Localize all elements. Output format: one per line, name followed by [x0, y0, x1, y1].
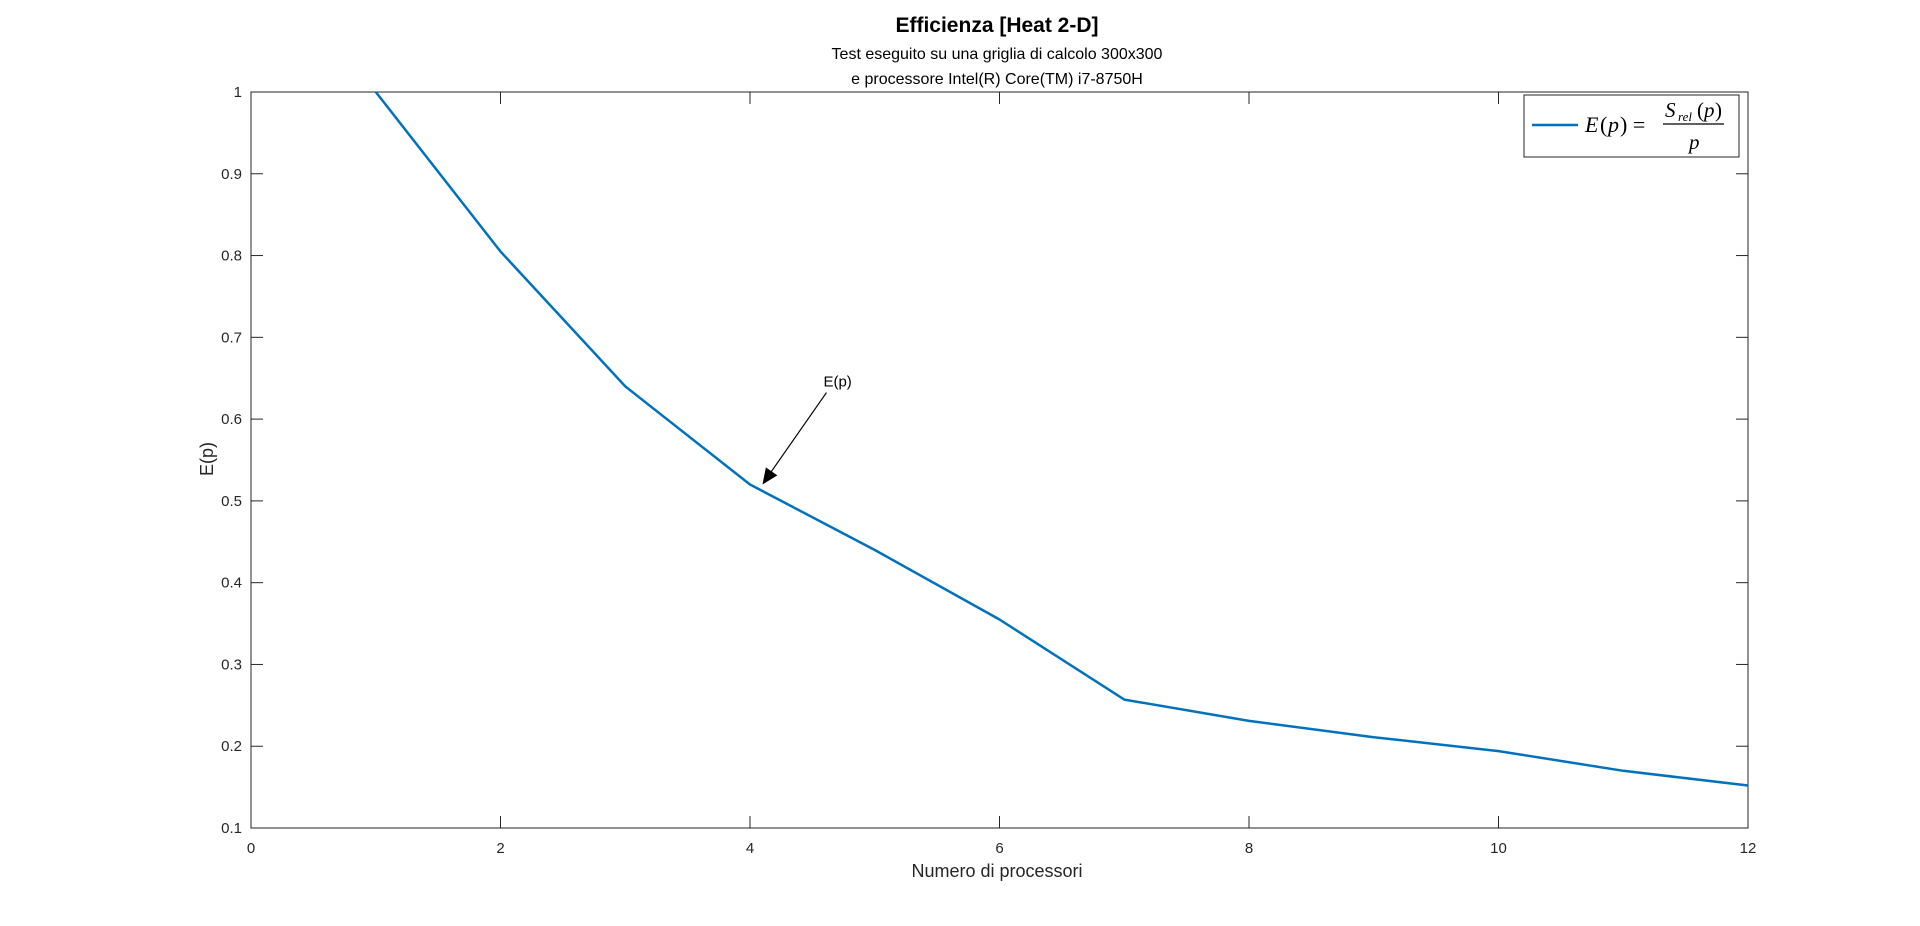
- svg-text:E: E: [1584, 112, 1599, 137]
- svg-text:(: (: [1600, 112, 1607, 137]
- y-tick-label: 0.6: [221, 411, 242, 428]
- svg-text:rel: rel: [1678, 109, 1692, 124]
- y-tick-label: 0.8: [221, 248, 242, 265]
- chart-subtitle-line-2: e processore Intel(R) Core(TM) i7-8750H: [851, 71, 1143, 88]
- plot-area: 0 2 4 6 8 10 120.10.20.30.40.50.60.70.80.91E(p…: [221, 84, 1756, 857]
- y-tick-label: 1: [234, 84, 242, 101]
- svg-text:p: p: [1702, 98, 1715, 122]
- chart-subtitle-line-1: Test eseguito su una griglia di calcolo …: [832, 46, 1163, 63]
- x-tick-label: 4: [746, 840, 754, 857]
- svg-text:(: (: [1697, 98, 1704, 122]
- series-line: [374, 91, 1749, 787]
- x-tick-label: 6: [995, 840, 1003, 857]
- x-tick-label: 8: [1245, 840, 1253, 857]
- y-tick-label: 0.5: [221, 493, 242, 510]
- legend: E ( p ) = S rel ( p ) p: [1523, 94, 1740, 158]
- y-tick-label: 0.7: [221, 329, 242, 346]
- annotation-label: E(p): [823, 374, 851, 391]
- x-tick-label: 12: [1740, 840, 1757, 857]
- annotation-arrowhead: [762, 467, 778, 485]
- x-tick-label: 2: [496, 840, 504, 857]
- svg-text:S: S: [1665, 98, 1676, 122]
- y-tick-label: 0.2: [221, 738, 242, 755]
- svg-text:p: p: [1687, 130, 1700, 154]
- svg-text:): ): [1715, 98, 1722, 122]
- axes-box: [250, 91, 1749, 829]
- legend-entry-formula: E ( p ) = S rel ( p ) p: [1584, 98, 1724, 154]
- y-tick-label: 0.9: [221, 166, 242, 183]
- annotation-arrow-line: [765, 392, 827, 479]
- x-tick-label: 0: [247, 840, 255, 857]
- svg-text:p: p: [1606, 112, 1619, 137]
- y-tick-label: 0.4: [221, 575, 242, 592]
- x-axis-label: Numero di processori: [911, 861, 1082, 881]
- y-tick-label: 0.1: [221, 820, 242, 837]
- y-axis-label: E(p): [197, 442, 217, 476]
- svg-text:) =: ) =: [1620, 112, 1645, 137]
- chart-title: Efficienza [Heat 2-D]: [895, 14, 1098, 37]
- y-tick-label: 0.3: [221, 656, 242, 673]
- x-tick-label: 10: [1490, 840, 1507, 857]
